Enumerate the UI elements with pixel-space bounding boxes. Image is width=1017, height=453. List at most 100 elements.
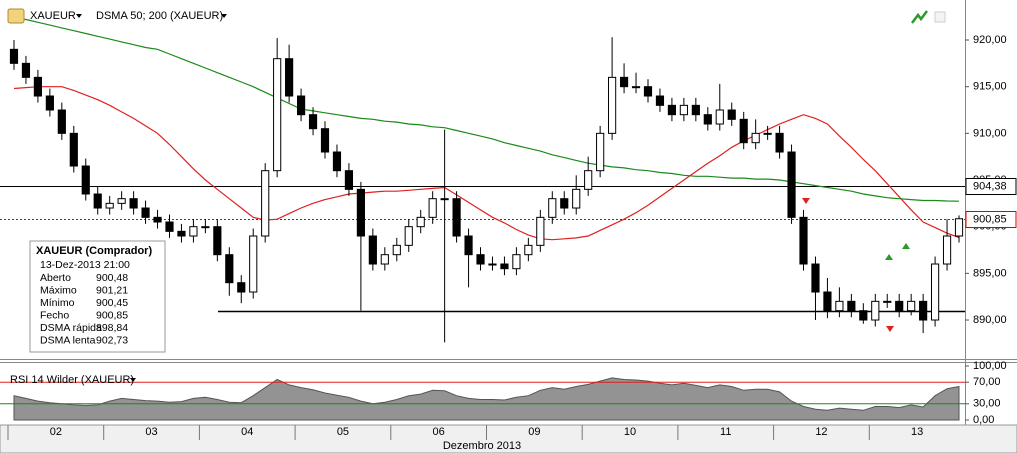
candle-body xyxy=(273,58,282,172)
candle-body xyxy=(189,226,198,237)
y-tick-label: 100,00 xyxy=(973,360,1007,372)
candle-body xyxy=(631,86,641,89)
symbol-icon[interactable] xyxy=(7,8,25,24)
candle-body xyxy=(823,291,832,312)
candle-body xyxy=(129,198,138,209)
candle-body xyxy=(320,128,330,153)
candle-body xyxy=(57,109,66,134)
candle-body xyxy=(308,114,318,130)
dropdown-arrow[interactable] xyxy=(76,14,82,18)
sma-line xyxy=(13,86,960,241)
candle-body xyxy=(931,263,940,321)
candle-body xyxy=(69,132,78,167)
window-button[interactable] xyxy=(934,11,946,23)
sell-marker xyxy=(886,326,894,332)
candle-body xyxy=(9,48,19,64)
candle-body xyxy=(21,62,31,78)
x-tick-label: 02 xyxy=(50,426,62,438)
candle-body xyxy=(536,216,545,246)
tooltip-box xyxy=(29,240,166,353)
candle-body xyxy=(380,254,389,265)
candle-body xyxy=(105,202,114,209)
x-tick-label: 11 xyxy=(720,426,731,438)
candle-body xyxy=(165,221,174,232)
candle-body xyxy=(500,263,509,270)
candle-body xyxy=(117,198,126,204)
y-tick-label: 910,00 xyxy=(973,127,1007,139)
candle-body xyxy=(787,151,796,218)
candle-body xyxy=(141,207,150,218)
symbol[interactable]: XAUEUR xyxy=(30,10,76,22)
candle-body xyxy=(249,235,258,293)
candle-body xyxy=(416,216,425,228)
candle-body xyxy=(727,109,736,120)
candle-body xyxy=(619,76,629,88)
x-tick-label: 05 xyxy=(337,426,349,438)
y-tick-label: 70,00 xyxy=(973,376,1001,388)
candle-body xyxy=(703,114,712,125)
candle-body xyxy=(799,216,808,265)
candle-body xyxy=(871,300,880,321)
x-tick-label: 03 xyxy=(145,426,157,438)
candle-body xyxy=(440,198,449,201)
y-tick-label: 890,00 xyxy=(973,314,1007,326)
candle-body xyxy=(954,218,964,237)
candle-body xyxy=(488,263,497,266)
candle-body xyxy=(608,76,617,134)
candle-body xyxy=(584,170,593,190)
candle-body xyxy=(33,76,42,97)
candle-body xyxy=(907,300,916,312)
tooltip-label: Aberto xyxy=(40,272,71,284)
candle-body xyxy=(691,104,700,116)
candle-body xyxy=(919,300,928,321)
candle-body xyxy=(404,226,413,246)
x-tick-label: 04 xyxy=(241,426,253,438)
sell-marker xyxy=(802,198,810,204)
rsi-area xyxy=(13,377,960,421)
candle-body xyxy=(739,118,748,144)
x-tick-label: 13 xyxy=(911,426,923,438)
sma-line xyxy=(13,16,960,202)
candle-body xyxy=(45,95,54,111)
y-tick-label: 0,00 xyxy=(973,414,994,426)
x-tick-label: 06 xyxy=(433,426,445,438)
candle-body xyxy=(895,300,904,312)
dropdown-arrow[interactable] xyxy=(221,14,227,18)
candle-body xyxy=(751,132,760,144)
trend-icon[interactable] xyxy=(911,10,928,24)
candle-body xyxy=(679,104,688,116)
tooltip-value: 900,85 xyxy=(96,309,128,321)
y-tick-label: 30,00 xyxy=(973,398,1001,410)
price-label-box xyxy=(965,211,1017,228)
candle-body xyxy=(177,230,186,237)
price-label: 904,38 xyxy=(973,180,1007,192)
candle-body xyxy=(237,282,246,293)
candle-body xyxy=(715,109,724,125)
candle-body xyxy=(883,300,892,303)
toolbar: XAUEUR DSMA 50; 200 (XAUEUR) xyxy=(7,8,946,24)
candle-body xyxy=(356,188,365,237)
tooltip-value: 900,45 xyxy=(96,297,128,309)
candle-body xyxy=(332,151,342,172)
candle-body xyxy=(476,254,485,265)
y-tick-label: 915,00 xyxy=(973,81,1007,93)
candle-body xyxy=(859,310,868,321)
candle-body xyxy=(285,58,294,97)
candle-body xyxy=(572,188,581,209)
candle-body xyxy=(452,198,461,237)
x-tick-label: 09 xyxy=(528,426,540,438)
candle-body xyxy=(548,198,557,218)
x-tick-label: 10 xyxy=(624,426,636,438)
tooltip-label: Fecho xyxy=(40,309,69,321)
buy-marker xyxy=(885,254,893,260)
candle-body xyxy=(392,244,401,256)
y-tick-label: 895,00 xyxy=(973,267,1007,279)
candle-body xyxy=(464,235,473,256)
candle-body xyxy=(81,165,90,195)
candle-body xyxy=(368,235,377,265)
rsi-title: RSI 14 Wilder (XAUEUR) xyxy=(10,374,134,386)
candle-body xyxy=(775,132,784,153)
price-label-box xyxy=(965,178,1017,195)
indicator[interactable]: DSMA 50; 200 (XAUEUR) xyxy=(96,10,223,22)
